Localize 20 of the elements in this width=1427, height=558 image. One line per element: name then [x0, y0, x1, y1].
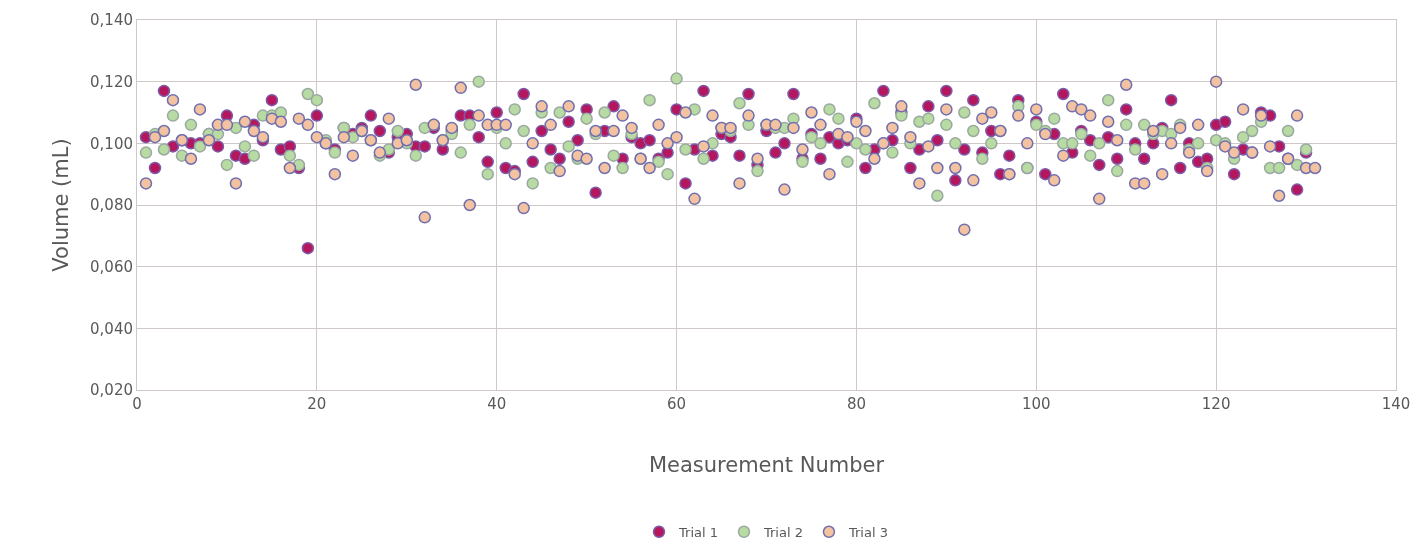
y-tick-label: 0,080 — [90, 196, 133, 215]
y-tick-label: 0,100 — [90, 134, 133, 153]
legend-label: Trial 1 — [678, 524, 718, 540]
x-tick-label: 0 — [132, 395, 142, 413]
y-axis-title: Volume (mL) — [49, 138, 74, 272]
legend-label: Trial 3 — [847, 524, 888, 540]
y-tick-label: 0,060 — [90, 257, 133, 276]
x-tick-label: 40 — [487, 395, 507, 413]
x-tick-label: 20 — [307, 395, 327, 413]
x-tick-label: 100 — [1021, 395, 1051, 413]
y-tick-label: 0,120 — [90, 72, 133, 91]
y-tick-label: 0,040 — [90, 319, 133, 338]
x-tick-label: 80 — [846, 395, 866, 413]
x-axis-title: Measurement Number — [648, 453, 885, 478]
legend-label: Trial 2 — [762, 524, 803, 540]
y-tick-label: 0,020 — [90, 381, 133, 400]
x-tick-label: 140 — [1381, 395, 1411, 413]
x-tick-label: 120 — [1201, 395, 1231, 413]
x-tick-label: 60 — [667, 395, 687, 413]
y-tick-label: 0,140 — [90, 11, 133, 30]
